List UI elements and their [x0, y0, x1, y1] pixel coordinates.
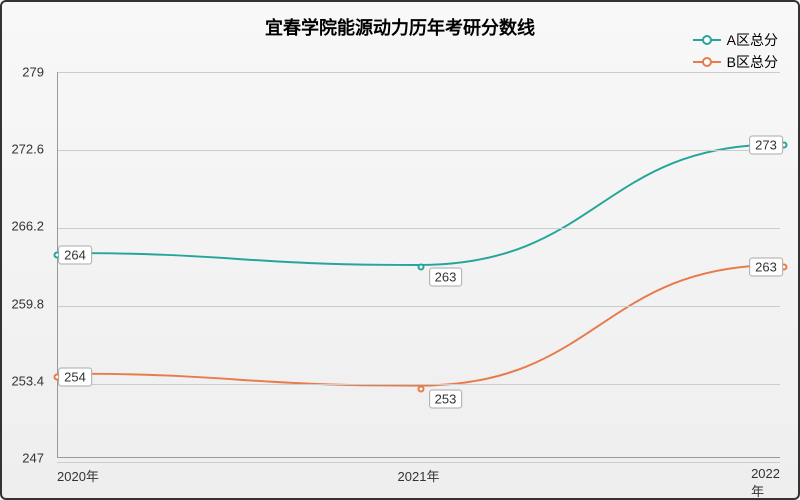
chart-container: 宜春学院能源动力历年考研分数线 A区总分 B区总分 247 253.4 259.8 2…	[0, 0, 800, 500]
legend-swatch-b	[693, 61, 721, 63]
legend-item-a: A区总分	[693, 30, 778, 50]
chart-title: 宜春学院能源动力历年考研分数线	[2, 2, 798, 40]
data-label: 263	[749, 258, 783, 277]
x-tick-label: 2022年	[751, 466, 780, 500]
data-label: 263	[429, 268, 463, 287]
y-tick-label: 247	[22, 451, 44, 466]
series-line-1	[57, 265, 780, 386]
y-tick-label: 272.6	[11, 142, 44, 157]
y-tick-label: 259.8	[11, 296, 44, 311]
y-tick-label: 253.4	[11, 373, 44, 388]
data-label: 253	[429, 389, 463, 408]
legend-label-a: A区总分	[727, 30, 778, 50]
x-tick-label: 2021年	[398, 466, 440, 485]
y-tick-label: 266.2	[11, 219, 44, 234]
legend: A区总分 B区总分	[693, 30, 778, 74]
y-axis: 247253.4259.8266.2272.6279	[2, 72, 52, 458]
y-tick-label: 279	[22, 65, 44, 80]
data-label: 254	[58, 367, 92, 386]
data-marker	[417, 264, 424, 271]
legend-swatch-a	[693, 39, 721, 41]
data-label: 264	[58, 245, 92, 264]
plot-area: 264 263 273 254 253 263	[57, 72, 780, 458]
data-label: 273	[749, 136, 783, 155]
series-line-0	[57, 144, 780, 265]
legend-label-b: B区总分	[727, 52, 778, 72]
x-axis: 2020年2021年2022年	[57, 466, 780, 486]
legend-item-b: B区总分	[693, 52, 778, 72]
x-tick-label: 2020年	[57, 466, 99, 485]
data-marker	[417, 385, 424, 392]
